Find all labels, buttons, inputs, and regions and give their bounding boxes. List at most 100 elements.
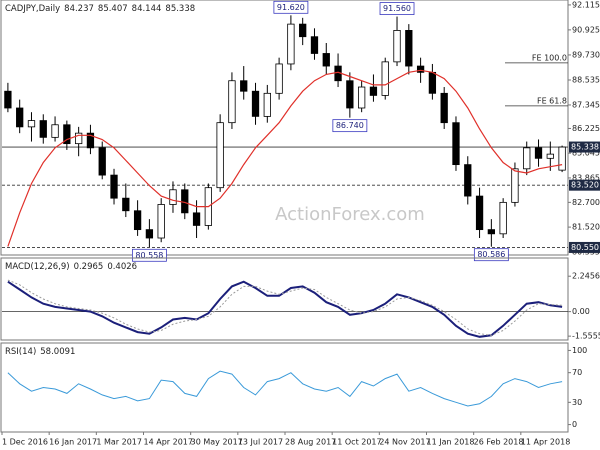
y-tick-label: 83.865 bbox=[572, 173, 600, 182]
x-tick-label: 16 Jan 2017 bbox=[49, 438, 97, 447]
header-value: 85.407 bbox=[98, 4, 128, 14]
y-tick-label: 0 bbox=[572, 420, 577, 429]
level-label: 80.550 bbox=[571, 243, 599, 252]
panel-frame bbox=[0, 342, 569, 433]
x-tick-label: 28 Aug 2017 bbox=[285, 438, 336, 447]
candle-body bbox=[192, 212, 201, 226]
candle-body bbox=[122, 197, 130, 212]
candle-body bbox=[299, 23, 307, 38]
panel-header: MACD(12,26,9) 0.2965 0.4026 bbox=[5, 262, 137, 272]
candle-body bbox=[216, 122, 224, 189]
x-tick-label: 1 Dec 2016 bbox=[2, 438, 48, 447]
candle-body bbox=[534, 147, 543, 159]
candle-body bbox=[405, 30, 413, 67]
candle-body bbox=[240, 80, 248, 92]
y-tick-label: -1.5555 bbox=[572, 332, 600, 341]
x-tick-label: 26 Feb 2018 bbox=[474, 438, 524, 447]
candle-body bbox=[416, 65, 425, 73]
x-tick-label: 13 Jul 2017 bbox=[238, 438, 283, 447]
candle-body bbox=[110, 174, 118, 199]
y-tick-label: 86.225 bbox=[572, 124, 600, 133]
candle-body bbox=[145, 229, 154, 239]
indicator-line bbox=[7, 370, 563, 407]
moving-average bbox=[7, 69, 563, 247]
candle-body bbox=[169, 189, 177, 205]
candle-body bbox=[63, 124, 71, 145]
panel-header: CADJPY,Daily 84.237 85.407 84.144 85.338 bbox=[5, 4, 195, 14]
x-tick-label: 24 Nov 2017 bbox=[379, 438, 430, 447]
level-label: 85.338 bbox=[571, 143, 599, 152]
header-value: 0.2965 bbox=[74, 262, 104, 272]
candle-body bbox=[475, 195, 484, 231]
panel-title: MACD(12,26,9) bbox=[5, 262, 70, 272]
panel-title: CADJPY,Daily bbox=[5, 4, 60, 14]
candle-body bbox=[133, 210, 142, 231]
candle-body bbox=[358, 86, 366, 109]
swing-label: 80.586 bbox=[477, 250, 505, 259]
swing-box bbox=[273, 0, 309, 14]
candle-body bbox=[16, 107, 24, 128]
candle-body bbox=[464, 164, 472, 197]
candle-body bbox=[98, 147, 106, 176]
candle-body bbox=[369, 86, 378, 96]
x-tick-label: 11 Apr 2018 bbox=[521, 438, 570, 447]
candle-body bbox=[511, 168, 519, 203]
candle-body bbox=[393, 30, 401, 63]
y-tick-label: 87.345 bbox=[572, 100, 600, 109]
candle-body bbox=[440, 92, 448, 124]
candle-body bbox=[51, 124, 59, 138]
panel-title: RSI(14) bbox=[5, 347, 36, 357]
y-tick-label: 81.520 bbox=[572, 223, 600, 232]
watermark: ActionForex.com bbox=[275, 204, 425, 225]
x-tick-label: 14 Apr 2017 bbox=[144, 438, 193, 447]
candle-body bbox=[228, 80, 236, 124]
fib-label: FE 61.8 bbox=[537, 96, 567, 105]
indicator-line bbox=[7, 280, 563, 338]
y-tick-label: 88.535 bbox=[572, 76, 600, 85]
swing-box bbox=[332, 119, 368, 133]
candle-body bbox=[287, 23, 295, 65]
swing-box bbox=[379, 2, 415, 15]
x-tick-label: 11 Oct 2017 bbox=[332, 438, 381, 447]
swing-label: 86.740 bbox=[336, 121, 364, 130]
candle-body bbox=[346, 80, 354, 109]
x-tick-label: 1 Mar 2017 bbox=[96, 438, 142, 447]
y-tick-label: 30 bbox=[572, 398, 582, 407]
y-tick-label: 90.925 bbox=[572, 25, 600, 34]
candle-body bbox=[75, 132, 83, 145]
swing-label: 80.558 bbox=[135, 251, 163, 260]
candle-body bbox=[546, 153, 554, 159]
header-value: 84.144 bbox=[132, 4, 162, 14]
y-tick-label: 100 bbox=[572, 346, 587, 355]
candle-body bbox=[523, 147, 531, 170]
panel-header: RSI(14) 58.0091 bbox=[5, 347, 75, 357]
candle-body bbox=[322, 53, 330, 67]
candle-body bbox=[39, 120, 47, 138]
candle-body bbox=[487, 229, 495, 235]
y-tick-label: 2.2456 bbox=[572, 272, 600, 281]
y-tick-label: 82.700 bbox=[572, 198, 600, 207]
y-tick-label: 92.115 bbox=[572, 0, 600, 9]
level-box bbox=[569, 241, 600, 253]
header-value: 58.0091 bbox=[40, 347, 75, 357]
candle-body bbox=[428, 71, 437, 94]
swing-label: 91.620 bbox=[277, 3, 305, 12]
candle-body bbox=[310, 36, 319, 54]
level-box bbox=[569, 179, 600, 191]
panel-frame bbox=[0, 0, 569, 256]
indicator-line bbox=[7, 279, 563, 336]
y-tick-label: 70 bbox=[572, 368, 582, 377]
x-tick-label: 30 May 2017 bbox=[191, 438, 243, 447]
y-tick-label: 0.00 bbox=[572, 307, 590, 316]
x-tick-label: 11 Jan 2018 bbox=[427, 438, 475, 447]
panel-frame bbox=[0, 257, 569, 341]
candle-body bbox=[499, 201, 507, 235]
y-tick-label: 89.730 bbox=[572, 50, 600, 59]
fib-label: FE 100.0 bbox=[532, 53, 567, 62]
header-value: 0.4026 bbox=[107, 262, 137, 272]
candle-body bbox=[181, 189, 189, 214]
swing-label: 91.560 bbox=[383, 4, 411, 13]
candle-body bbox=[27, 120, 36, 128]
